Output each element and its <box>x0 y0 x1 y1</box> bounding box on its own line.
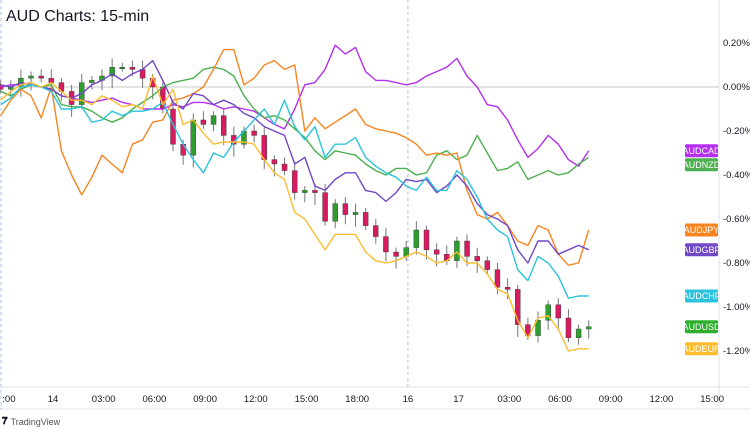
legend-tag-audusd: AUDUSD <box>682 320 721 334</box>
candle-up <box>302 190 308 193</box>
x-tick-label: 06:00 <box>143 394 167 405</box>
legend-tag-label: AUDJPY <box>684 225 720 235</box>
x-tick-label: 14 <box>48 394 59 405</box>
x-tick-label: 18:00 <box>345 394 369 405</box>
candle-up <box>28 75 34 79</box>
candle-up <box>413 229 420 248</box>
candle-down <box>433 249 440 255</box>
tradingview-brand[interactable]: 𝟕 TradingView <box>2 416 60 427</box>
candle-down <box>525 324 531 336</box>
legend-tag-audgbp: AUDGBP <box>682 243 721 257</box>
candle-down <box>555 304 562 319</box>
x-tick-label: :00 <box>2 394 15 405</box>
legend-tag-background <box>685 223 718 237</box>
legend-tag-label: AUDUSD <box>682 322 721 332</box>
series-line-audeur <box>0 75 589 352</box>
candle-down <box>170 108 176 145</box>
x-tick-label: 15:00 <box>700 394 724 405</box>
candle-down <box>383 236 389 253</box>
legend-tag-background <box>685 158 718 172</box>
candle-down <box>291 170 298 193</box>
y-tick-label: -1.20% <box>723 346 750 357</box>
candle-up <box>575 328 582 339</box>
candle-up <box>352 212 359 215</box>
legend-tag-background <box>685 243 718 257</box>
x-tick-label: 09:00 <box>193 394 217 405</box>
x-tick-label: 15:00 <box>295 394 319 405</box>
y-tick-label: -0.80% <box>723 258 750 269</box>
candle-up <box>89 80 95 83</box>
candle-up <box>190 119 196 156</box>
legend-tag-background <box>685 289 718 303</box>
y-tick-label: 0.20% <box>723 38 750 49</box>
candle-up <box>545 304 551 321</box>
legend-tag-audcad: AUDCAD <box>682 144 721 158</box>
x-tick-label: 16 <box>403 394 414 405</box>
candle-down <box>129 66 136 70</box>
series-line-audjpy <box>0 48 590 266</box>
candle-down <box>251 130 257 136</box>
candle-up <box>454 240 460 261</box>
x-tick-label: 03:00 <box>497 394 521 405</box>
x-tick-label: 06:00 <box>548 394 572 405</box>
series-line-audcad <box>0 44 590 167</box>
legend-tag-label: AUDCAD <box>682 146 721 156</box>
candle-down <box>322 192 328 222</box>
legend-tag-label: AUDNZD <box>683 160 721 170</box>
x-tick-label: 17 <box>453 394 464 405</box>
candle-down <box>393 251 399 257</box>
y-tick-label: -1.00% <box>723 302 750 313</box>
candle-down <box>220 115 227 136</box>
legend-tag-background <box>685 144 718 158</box>
candle-up <box>535 320 541 336</box>
candle-down <box>200 119 207 125</box>
candle-down <box>271 159 278 165</box>
x-tick-label: 12:00 <box>650 394 674 405</box>
candle-up <box>109 66 115 77</box>
legend-tag-audjpy: AUDJPY <box>684 223 720 237</box>
candle-down <box>342 203 349 215</box>
series-line-audchf <box>0 84 589 299</box>
candle-down <box>373 225 379 237</box>
tradingview-logo-icon: 𝟕 <box>2 416 8 427</box>
chart-title: AUD Charts: 15-min <box>6 8 150 25</box>
legend-tag-audeur: AUDEUR <box>682 342 721 356</box>
x-tick-label: 03:00 <box>92 394 116 405</box>
y-tick-label: -0.20% <box>723 126 750 137</box>
legend-tag-background <box>685 342 718 356</box>
candle-down <box>281 163 288 171</box>
candle-down <box>494 269 501 288</box>
candle-down <box>515 289 521 325</box>
legend-tag-audnzd: AUDNZD <box>683 158 721 172</box>
legend-tag-label: AUDGBP <box>682 245 720 255</box>
candle-up <box>210 115 217 125</box>
candle-up <box>586 326 592 330</box>
legend-tag-background <box>685 320 718 334</box>
y-tick-label: -0.60% <box>723 214 750 225</box>
candle-down <box>312 190 318 193</box>
candle-down <box>38 75 44 79</box>
candle-down <box>423 229 430 250</box>
legend-tag-audchf: AUDCHF <box>683 289 721 303</box>
candle-up <box>119 66 125 69</box>
candle-down <box>484 260 491 270</box>
candle-down <box>464 240 470 257</box>
candle-down <box>362 212 369 226</box>
x-tick-label: 12:00 <box>244 394 268 405</box>
candle-up <box>332 203 338 222</box>
tradingview-label: TradingView <box>10 416 61 427</box>
legend-tag-label: AUDCHF <box>683 291 721 301</box>
candle-down <box>565 317 572 338</box>
candle-down <box>474 256 480 261</box>
legend-tag-label: AUDEUR <box>682 344 721 354</box>
y-tick-label: 0.00% <box>723 82 750 93</box>
x-tick-label: 09:00 <box>599 394 623 405</box>
y-tick-label: -0.40% <box>723 170 750 181</box>
series-line-audnzd <box>0 66 590 181</box>
series-line-audgbp <box>0 59 589 264</box>
candle-down <box>504 287 511 290</box>
